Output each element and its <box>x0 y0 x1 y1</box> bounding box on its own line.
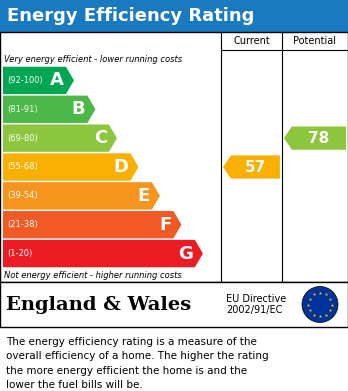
Polygon shape <box>3 96 95 123</box>
Text: Energy Efficiency Rating: Energy Efficiency Rating <box>7 7 254 25</box>
Polygon shape <box>223 155 280 179</box>
Text: 78: 78 <box>308 131 330 145</box>
Polygon shape <box>284 127 346 150</box>
Text: D: D <box>113 158 128 176</box>
Text: 57: 57 <box>245 160 266 174</box>
Text: The energy efficiency rating is a measure of the
overall efficiency of a home. T: The energy efficiency rating is a measur… <box>6 337 269 390</box>
Text: (21-38): (21-38) <box>7 220 38 229</box>
Bar <box>0 282 348 327</box>
Polygon shape <box>3 153 139 181</box>
Text: (39-54): (39-54) <box>7 191 38 200</box>
Circle shape <box>302 287 338 323</box>
Polygon shape <box>3 240 203 267</box>
Bar <box>0 0 348 32</box>
Text: (81-91): (81-91) <box>7 105 38 114</box>
Text: (55-68): (55-68) <box>7 163 38 172</box>
Text: F: F <box>159 216 172 234</box>
Text: A: A <box>50 72 64 90</box>
Polygon shape <box>3 67 74 94</box>
Polygon shape <box>3 182 160 210</box>
Text: EU Directive
2002/91/EC: EU Directive 2002/91/EC <box>226 294 286 315</box>
Text: C: C <box>94 129 107 147</box>
Text: Not energy efficient - higher running costs: Not energy efficient - higher running co… <box>4 271 182 280</box>
Text: E: E <box>138 187 150 205</box>
Text: England & Wales: England & Wales <box>6 296 191 314</box>
Text: (69-80): (69-80) <box>7 134 38 143</box>
Text: (1-20): (1-20) <box>7 249 32 258</box>
Polygon shape <box>3 124 117 152</box>
Bar <box>0 32 348 282</box>
Text: Potential: Potential <box>293 36 337 46</box>
Text: Very energy efficient - lower running costs: Very energy efficient - lower running co… <box>4 56 182 65</box>
Text: (92-100): (92-100) <box>7 76 43 85</box>
Polygon shape <box>3 211 181 239</box>
Text: G: G <box>178 245 193 263</box>
Text: Current: Current <box>233 36 270 46</box>
Text: B: B <box>72 100 86 118</box>
